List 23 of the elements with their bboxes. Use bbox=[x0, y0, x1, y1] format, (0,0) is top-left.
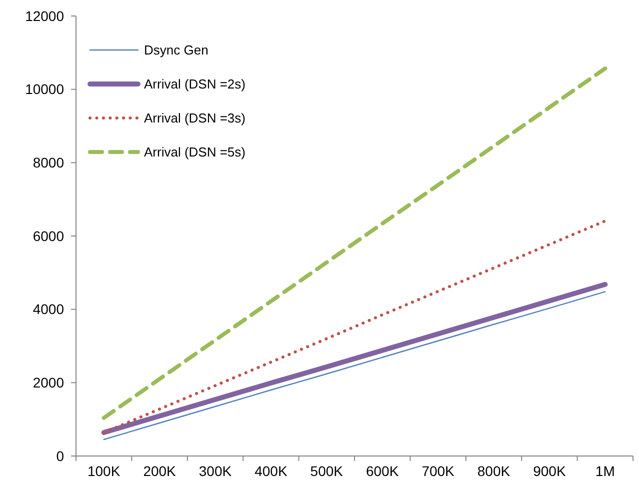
y-tick-label: 0 bbox=[56, 448, 64, 464]
x-tick-label: 100K bbox=[88, 463, 121, 479]
x-tick-label: 300K bbox=[198, 463, 232, 479]
y-tick-label: 4000 bbox=[32, 301, 64, 318]
x-tick-label: 900K bbox=[533, 463, 566, 479]
x-tick-label: 800K bbox=[477, 463, 511, 479]
line-series bbox=[102, 219, 607, 434]
x-tick-label: 200K bbox=[143, 463, 177, 479]
x-tick-label: 500K bbox=[310, 463, 344, 479]
legend-label: Arrival (DSN =2s) bbox=[144, 76, 246, 92]
y-tick-label: 10000 bbox=[25, 81, 64, 98]
y-tick-label: 2000 bbox=[32, 374, 64, 391]
x-tick-label: 1M bbox=[595, 463, 615, 479]
x-tick-label: 600K bbox=[366, 463, 400, 479]
line-series bbox=[102, 66, 608, 420]
legend-label: Dsync Gen bbox=[144, 42, 208, 58]
legend-label: Arrival (DSN =5s) bbox=[144, 144, 246, 160]
x-tick-label: 400K bbox=[254, 463, 288, 479]
legend-label: Arrival (DSN =3s) bbox=[144, 110, 246, 126]
y-tick-label: 8000 bbox=[32, 154, 64, 171]
x-tick-label: 700K bbox=[422, 463, 456, 479]
y-tick-label: 12000 bbox=[25, 8, 64, 24]
y-tick-label: 6000 bbox=[32, 228, 64, 244]
